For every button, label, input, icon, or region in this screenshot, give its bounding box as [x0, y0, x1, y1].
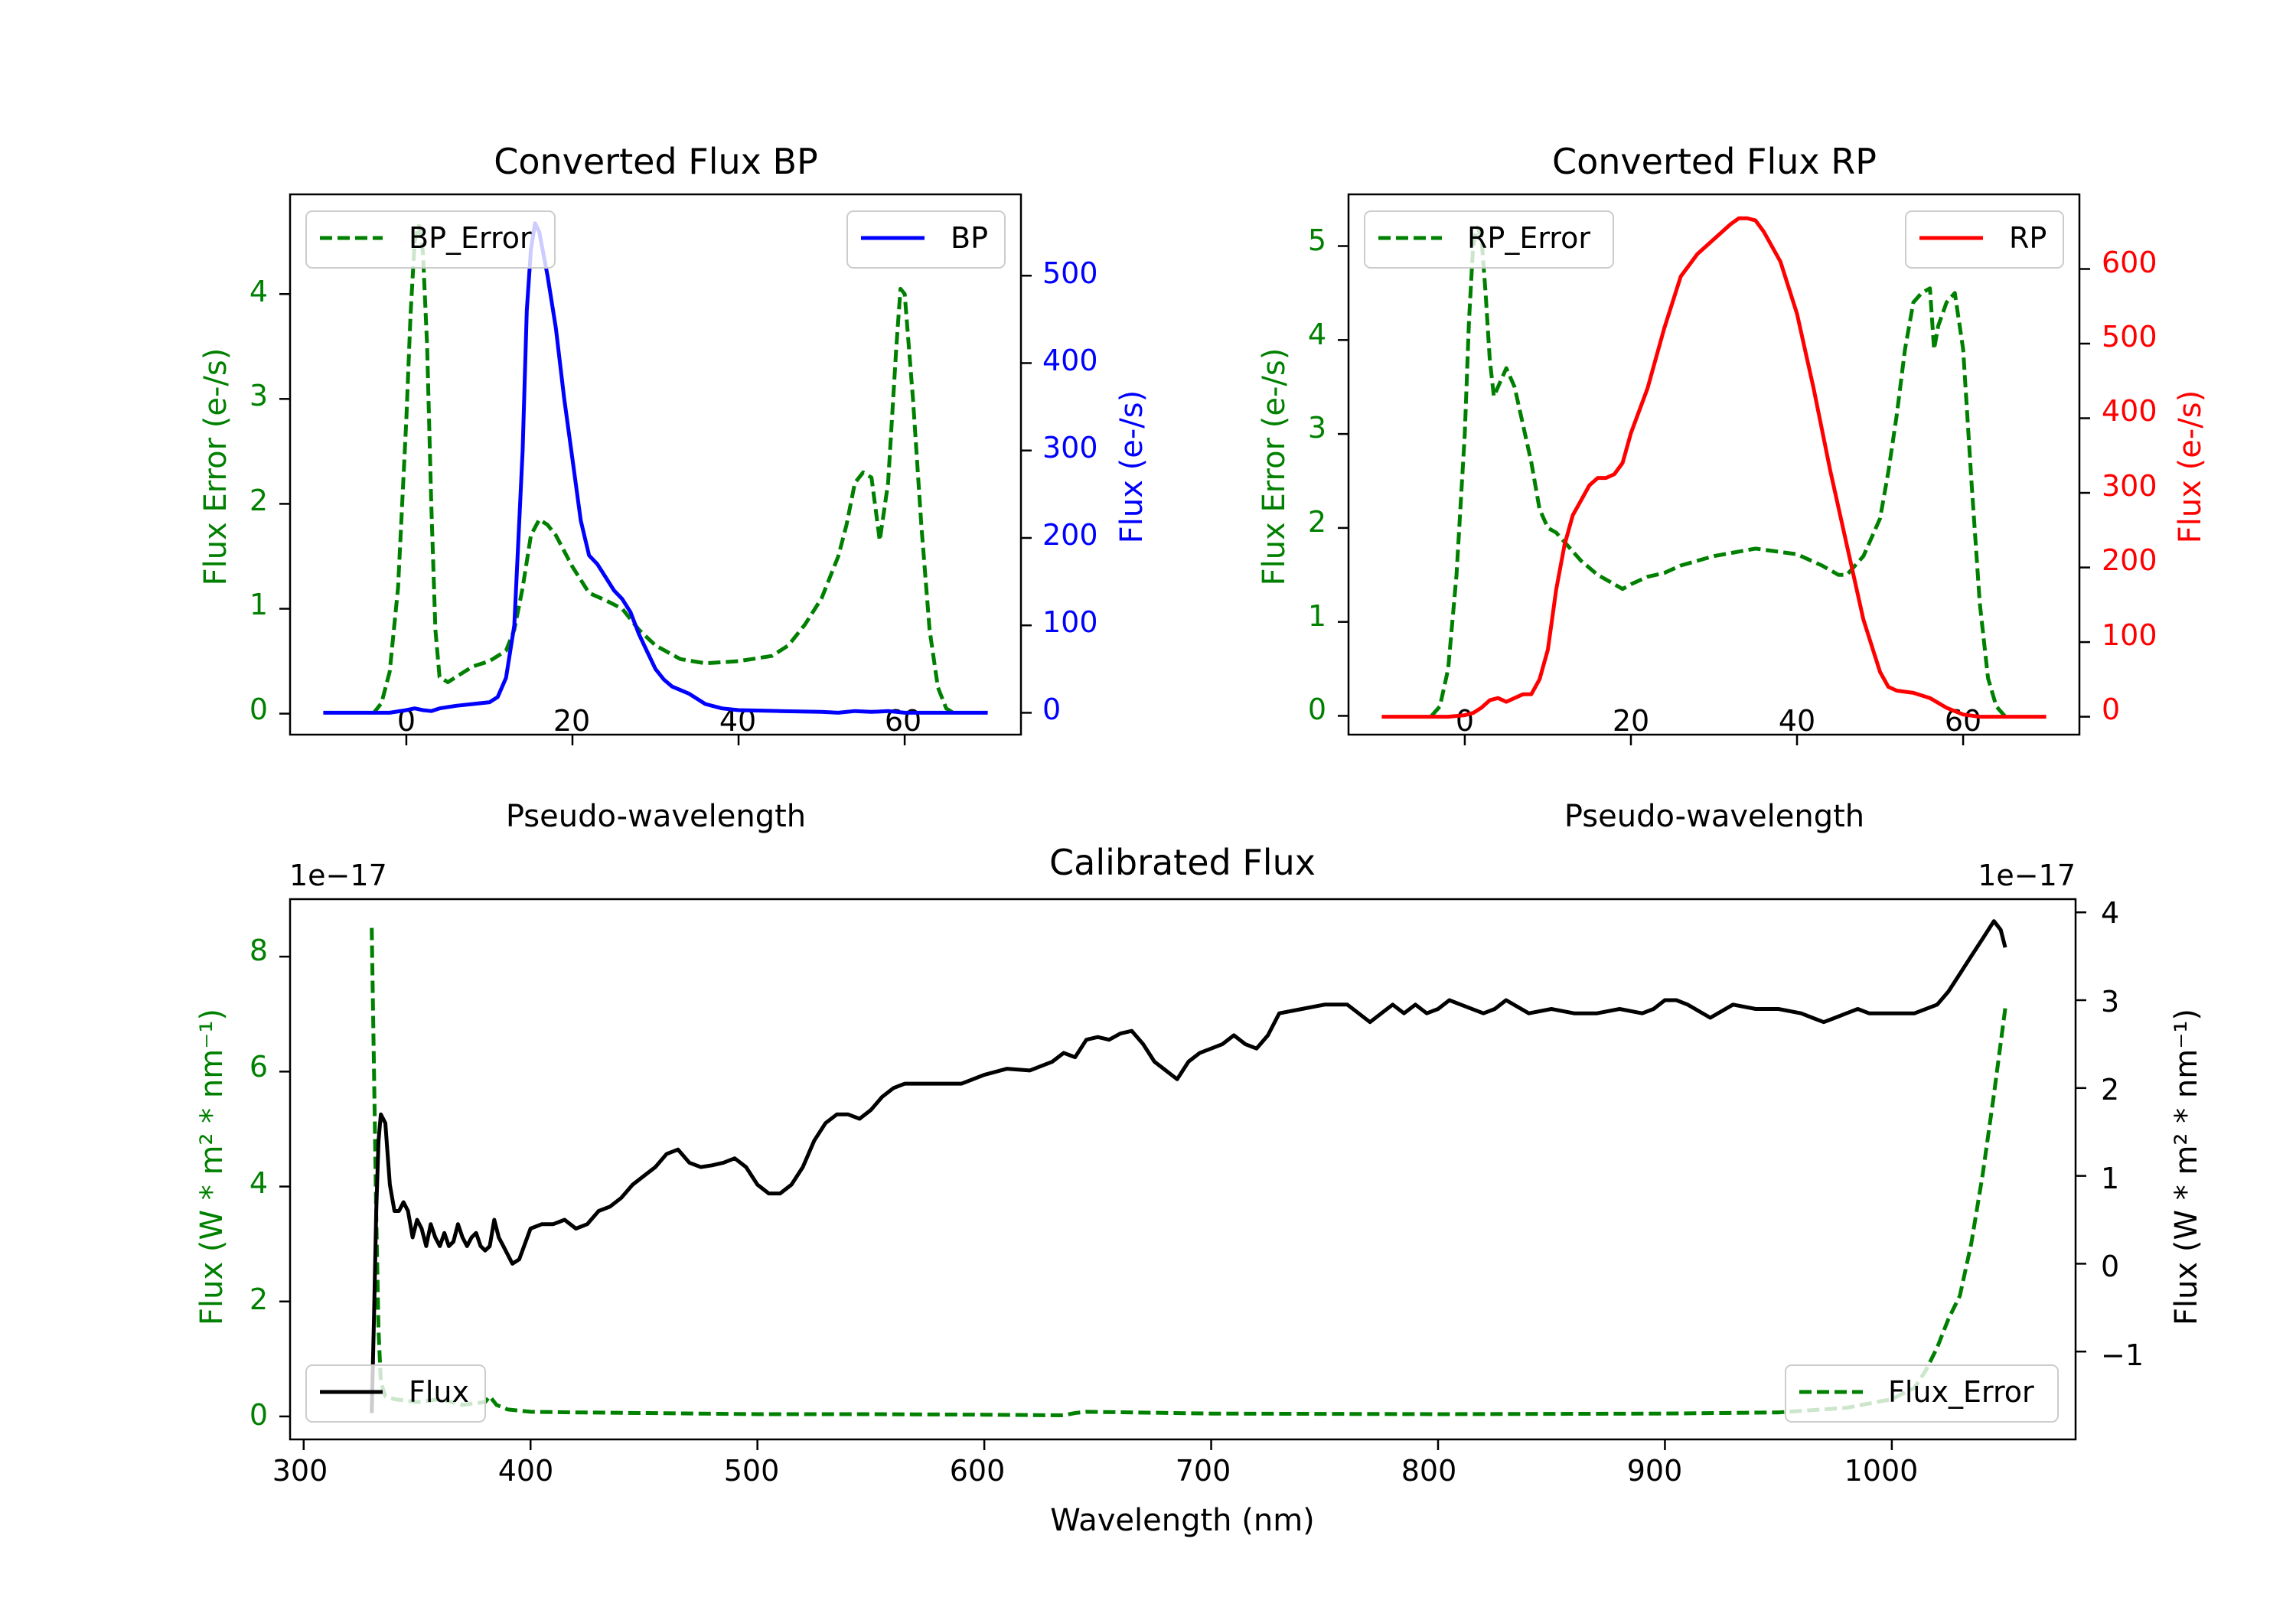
rp-xtick: 20	[1613, 704, 1649, 738]
legend-label: BP_Error	[409, 221, 532, 255]
cal-offset-right: 1e−17	[1978, 859, 2076, 892]
bp-legend-flux: BP	[846, 210, 1006, 269]
rp-xtick: 40	[1779, 704, 1815, 738]
cal-ylabel-right: Flux (W * m² * nm⁻¹)	[2169, 1009, 2204, 1325]
series-line-flux-error	[370, 927, 2007, 1417]
rp-xlabel: Pseudo-wavelength	[1564, 799, 1864, 834]
cal-xtick: 500	[724, 1454, 780, 1488]
bp-ytick-left: 4	[249, 275, 268, 308]
rp-ytick-right: 0	[2102, 693, 2120, 726]
rp-ytick-right: 200	[2102, 543, 2157, 577]
rp-title: Converted Flux RP	[1552, 141, 1877, 182]
bp-ytick-right: 500	[1042, 256, 1098, 290]
legend-label: Flux	[409, 1375, 469, 1409]
cal-ytick-left: 0	[249, 1398, 268, 1432]
bp-ytick-left: 3	[249, 379, 268, 412]
rp-ytick-left: 4	[1308, 318, 1326, 351]
cal-ytick-left: 8	[249, 934, 268, 967]
rp-legend-error: RP_Error	[1364, 210, 1614, 269]
panel-rp: Converted Flux RP 0 20 40 60 0 1 2 3 4 5…	[1257, 141, 2208, 834]
bp-title: Converted Flux BP	[494, 141, 818, 182]
rp-frame	[1347, 193, 2081, 736]
cal-title: Calibrated Flux	[1049, 842, 1316, 883]
rp-ytick-right: 500	[2102, 320, 2157, 354]
legend-label: RP	[2009, 221, 2047, 255]
cal-ytick-right: 0	[2101, 1250, 2119, 1283]
cal-xtick: 600	[950, 1454, 1006, 1488]
rp-ytick-left: 2	[1308, 505, 1326, 539]
rp-ytick-left: 1	[1308, 599, 1326, 633]
bp-ytick-left: 2	[249, 484, 268, 517]
legend-label: Flux_Error	[1888, 1375, 2034, 1409]
rp-ytick-left: 5	[1308, 223, 1326, 257]
bp-ytick-left: 1	[249, 588, 268, 621]
bp-ytick-right: 0	[1042, 693, 1061, 726]
rp-ytick-right: 100	[2102, 618, 2157, 652]
legend-box	[1785, 1364, 2059, 1423]
cal-frame	[289, 898, 2077, 1441]
cal-xtick: 300	[272, 1454, 328, 1488]
cal-ytick-right: 3	[2101, 985, 2119, 1019]
legend-label: BP	[951, 221, 988, 255]
bp-ytick-right: 200	[1042, 518, 1098, 552]
cal-xtick: 800	[1401, 1454, 1457, 1488]
cal-ytick-right: 4	[2101, 896, 2119, 930]
cal-xtick: 900	[1627, 1454, 1683, 1488]
cal-ytick-right: 1	[2101, 1162, 2119, 1195]
cal-xtick: 700	[1176, 1454, 1231, 1488]
rp-ytick-right: 400	[2102, 394, 2157, 428]
bp-ytick-right: 400	[1042, 344, 1098, 377]
rp-ytick-right: 300	[2102, 469, 2157, 503]
bp-ylabel-left: Flux Error (e-/s)	[198, 348, 233, 586]
cal-ytick-left: 4	[249, 1166, 268, 1200]
panel-bp: Converted Flux BP 0 20 40 60 0 1 2 3 4 0…	[198, 141, 1150, 834]
cal-ylabel-left: Flux (W * m² * nm⁻¹)	[194, 1009, 230, 1325]
rp-ytick-right: 600	[2102, 246, 2157, 279]
legend-box	[305, 210, 556, 269]
series-line-rp-error	[1430, 225, 2007, 718]
cal-ytick-left: 2	[249, 1283, 268, 1316]
bp-xtick: 20	[553, 704, 590, 738]
cal-ytick-left: 6	[249, 1050, 268, 1084]
rp-ylabel-right: Flux (e-/s)	[2173, 390, 2208, 543]
rp-plot-area	[1338, 216, 2090, 745]
legend-box	[305, 1364, 486, 1423]
cal-ytick-right: −1	[2101, 1338, 2144, 1372]
bp-ytick-right: 100	[1042, 605, 1098, 639]
bp-xtick: 60	[885, 704, 921, 738]
cal-ytick-right: 2	[2101, 1073, 2119, 1107]
panel-calibrated: Calibrated Flux 1e−17 1e−17 300 400 500 …	[194, 842, 2204, 1538]
series-line-bp	[323, 221, 988, 715]
series-line-bp-error	[371, 223, 956, 715]
bp-frame	[289, 193, 1022, 736]
cal-xlabel: Wavelength (nm)	[1050, 1503, 1315, 1538]
bp-ytick-right: 300	[1042, 431, 1098, 464]
rp-legend-flux: RP	[1905, 210, 2064, 269]
bp-ticks: 0 20 40 60 0 1 2 3 4 0 100 200 300 400 5…	[249, 256, 1098, 738]
series-line-flux	[370, 919, 2007, 1413]
bp-legend-error: BP_Error	[305, 210, 556, 269]
legend-box	[1905, 210, 2064, 269]
cal-offset-left: 1e−17	[289, 859, 387, 892]
bp-ytick-left: 0	[249, 693, 268, 726]
legend-box	[846, 210, 1006, 269]
bp-plot-area	[279, 221, 1032, 745]
legend-box	[1364, 210, 1614, 269]
cal-legend-error: Flux_Error	[1785, 1364, 2059, 1423]
cal-xtick: 400	[498, 1454, 554, 1488]
bp-xlabel: Pseudo-wavelength	[506, 799, 806, 834]
cal-ticks: 300 400 500 600 700 800 900 1000 0 2 4 6…	[249, 896, 2144, 1488]
series-line-rp	[1381, 216, 2047, 719]
rp-xtick: 0	[1456, 704, 1474, 738]
rp-ylabel-left: Flux Error (e-/s)	[1257, 348, 1292, 586]
rp-ticks: 0 20 40 60 0 1 2 3 4 5 0 100 200 300 400…	[1308, 223, 2157, 738]
legend-label: RP_Error	[1467, 221, 1590, 255]
bp-ylabel-right: Flux (e-/s)	[1114, 390, 1150, 543]
cal-legend-flux: Flux	[305, 1364, 486, 1423]
cal-xtick: 1000	[1844, 1454, 1919, 1488]
rp-ytick-left: 3	[1308, 411, 1326, 445]
rp-ytick-left: 0	[1308, 693, 1326, 726]
